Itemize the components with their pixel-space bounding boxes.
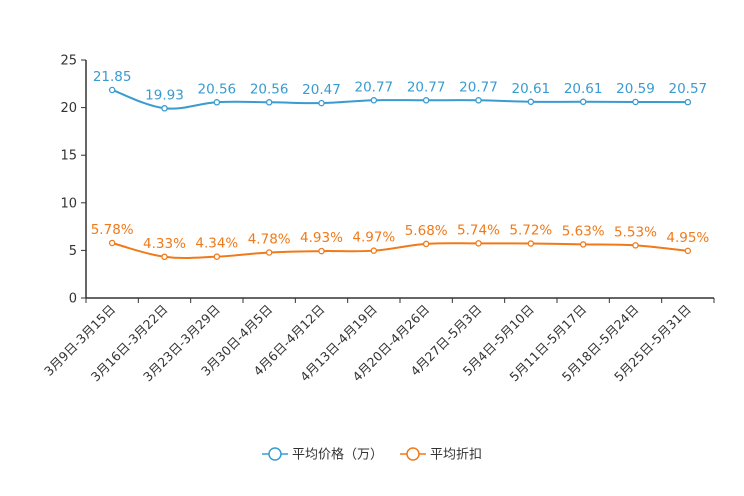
data-point[interactable] (632, 98, 639, 106)
data-label: 20.61 (512, 81, 551, 97)
data-label: 20.61 (564, 81, 603, 97)
data-point[interactable] (579, 241, 587, 248)
data-point[interactable] (422, 97, 430, 104)
y-tick-label: 15 (60, 149, 77, 164)
data-label: 5.63% (562, 223, 605, 239)
data-point[interactable] (108, 239, 116, 247)
y-tick-label: 0 (69, 292, 77, 307)
y-tick-label: 10 (60, 196, 77, 211)
data-label: 4.97% (352, 230, 395, 246)
data-label: 5.74% (457, 222, 500, 238)
legend-label[interactable]: 平均折扣 (430, 448, 482, 463)
data-point[interactable] (684, 98, 692, 106)
data-label: 4.34% (195, 236, 238, 252)
data-label: 20.57 (669, 81, 708, 97)
data-point[interactable] (422, 240, 430, 248)
data-point[interactable] (684, 247, 692, 255)
data-point[interactable] (318, 99, 325, 107)
data-point[interactable] (475, 240, 482, 247)
data-label: 20.56 (250, 81, 289, 97)
data-label: 20.77 (459, 79, 498, 95)
data-point[interactable] (108, 86, 116, 94)
data-label: 5.68% (405, 223, 448, 239)
data-point[interactable] (632, 242, 639, 249)
y-tick-label: 25 (60, 54, 77, 69)
data-label: 4.33% (143, 236, 186, 252)
legend-label[interactable]: 平均价格（万） (292, 447, 383, 463)
data-point[interactable] (527, 98, 535, 106)
data-point[interactable] (265, 249, 273, 256)
data-label: 20.59 (616, 81, 655, 97)
data-point[interactable] (161, 105, 168, 112)
legend-marker (406, 447, 420, 461)
data-label: 21.85 (93, 69, 132, 85)
data-point[interactable] (370, 97, 378, 104)
data-label: 5.72% (509, 223, 552, 239)
data-label: 19.93 (145, 87, 184, 103)
series-line-2 (111, 242, 688, 260)
y-tick-label: 20 (60, 101, 77, 116)
legend-marker (268, 447, 282, 461)
data-label: 4.78% (248, 231, 291, 247)
y-tick-label: 5 (69, 244, 77, 259)
data-point[interactable] (527, 240, 535, 247)
data-point[interactable] (370, 247, 378, 254)
data-label: 20.77 (355, 79, 394, 95)
data-label: 20.47 (302, 82, 341, 98)
data-label: 5.53% (614, 224, 657, 240)
data-point[interactable] (213, 99, 221, 106)
data-label: 4.95% (666, 230, 709, 246)
data-point[interactable] (265, 99, 273, 106)
data-point[interactable] (213, 253, 221, 260)
series-line-1 (111, 89, 688, 110)
data-point[interactable] (318, 247, 325, 255)
data-label: 4.93% (300, 230, 343, 246)
data-label: 5.78% (91, 222, 134, 238)
data-label: 20.77 (407, 79, 446, 95)
data-point[interactable] (161, 253, 168, 261)
data-point[interactable] (579, 98, 587, 106)
data-point[interactable] (475, 97, 482, 104)
data-label: 20.56 (198, 81, 237, 97)
